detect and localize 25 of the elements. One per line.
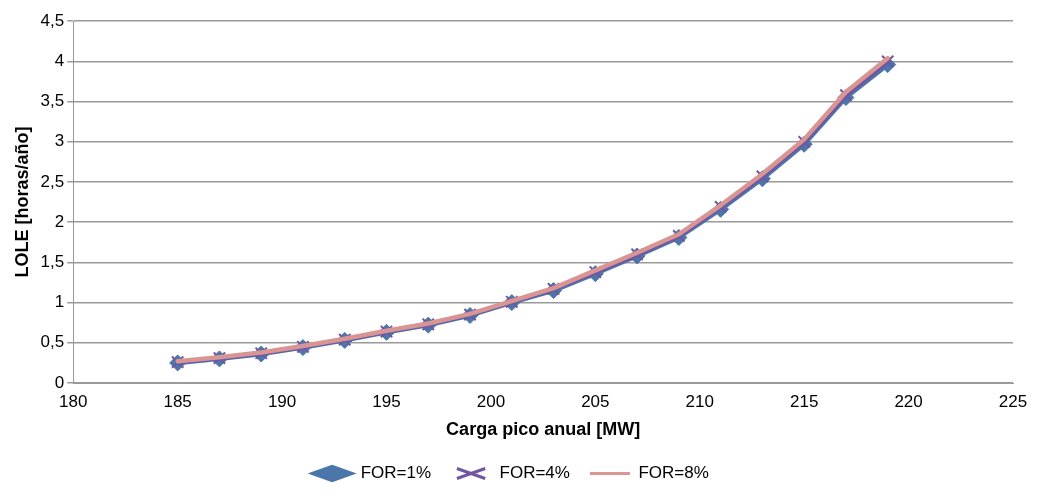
x-tick-label: 205 <box>581 391 610 411</box>
y-tick-label: 4,5 <box>40 10 65 30</box>
x-tick-label: 210 <box>685 391 714 411</box>
x-tick-label: 190 <box>267 391 297 411</box>
y-tick-label: 1 <box>54 292 65 312</box>
x-tick-label: 200 <box>476 391 506 411</box>
y-tick-label: 2 <box>54 211 65 231</box>
x-tick-label: 215 <box>789 391 819 411</box>
y-tick-label: 4 <box>54 51 65 71</box>
y-tick-label: 0,5 <box>40 332 65 352</box>
y-tick-label: 3 <box>54 131 65 151</box>
x-tick-label: 195 <box>372 391 401 411</box>
y-axis-title: LOLE [horas/año] <box>11 126 32 278</box>
legend-label: FOR=8% <box>638 463 709 483</box>
x-tick-label: 185 <box>163 391 192 411</box>
legend-label: FOR=1% <box>360 463 432 483</box>
x-tick-label: 180 <box>59 391 88 411</box>
x-axis-title: Carga pico anual [MW] <box>446 419 641 440</box>
x-tick-label: 225 <box>998 391 1028 411</box>
y-tick-label: 2,5 <box>40 171 65 191</box>
y-tick-label: 1,5 <box>40 252 65 272</box>
x-tick-label: 220 <box>894 391 923 411</box>
y-tick-label: 0 <box>54 372 65 392</box>
legend-label: FOR=4% <box>499 463 570 483</box>
y-tick-label: 3,5 <box>40 91 65 111</box>
